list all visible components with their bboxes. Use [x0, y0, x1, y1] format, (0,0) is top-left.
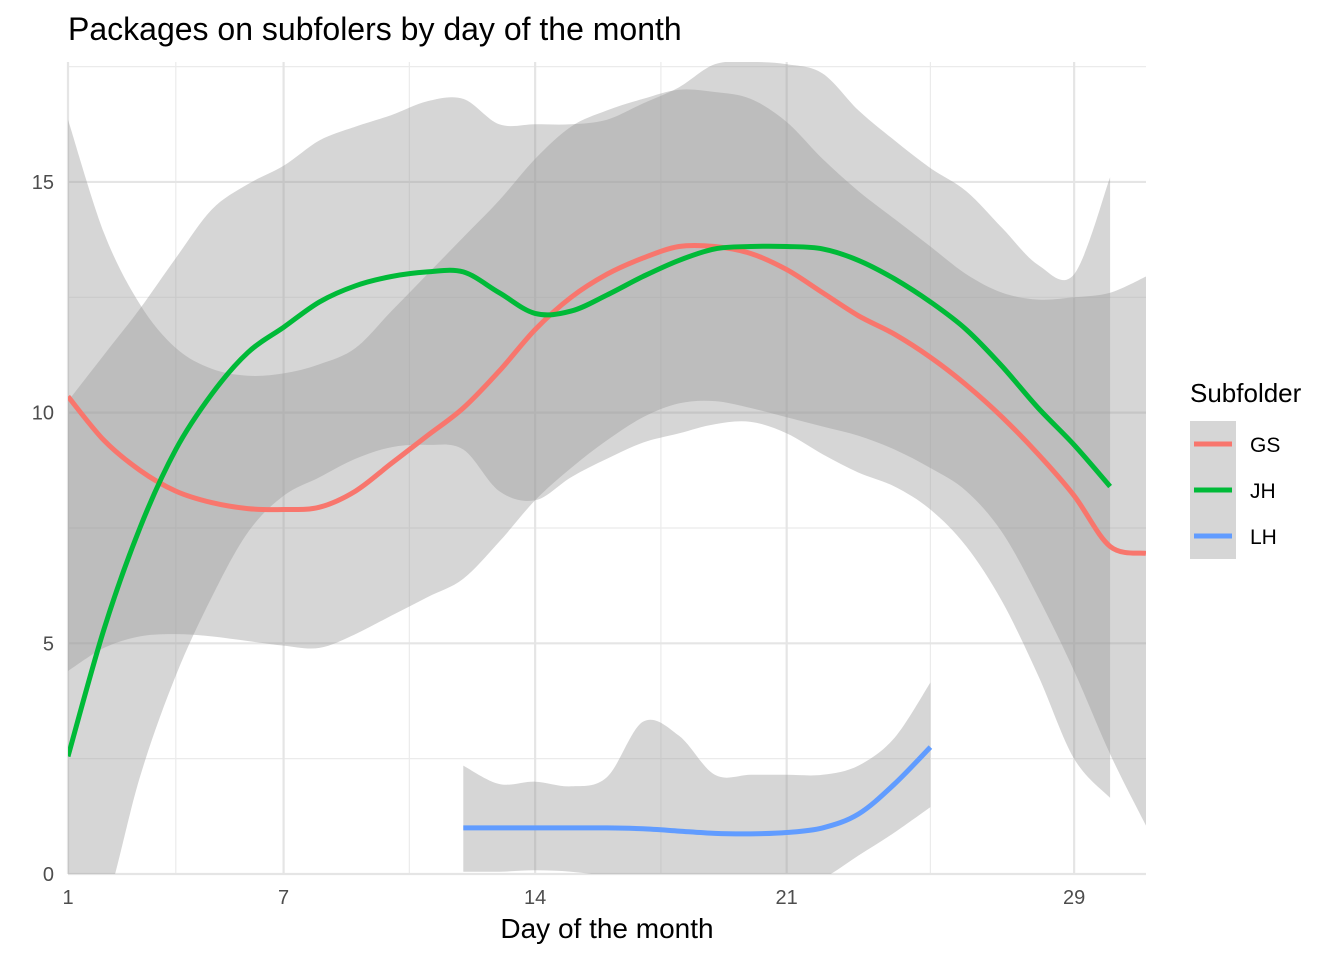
series-line-lh: [463, 745, 933, 837]
confidence-ribbons: [68, 62, 1146, 874]
x-tick-label: 7: [278, 887, 289, 909]
series-line-jh: [68, 243, 1112, 758]
y-tick-label: 0: [43, 864, 54, 886]
y-tick-label: 15: [32, 172, 54, 194]
x-tick-label: 29: [1063, 887, 1085, 909]
grid-major: [66, 62, 1146, 876]
ribbon-jh: [68, 62, 1111, 874]
legend: Subfolder GS JH LH: [1190, 378, 1302, 559]
legend-label-jh: JH: [1250, 480, 1276, 503]
legend-label-gs: GS: [1250, 434, 1280, 457]
x-tick-label: 21: [776, 887, 798, 909]
ribbon-gs: [68, 89, 1146, 826]
legend-label-lh: LH: [1250, 526, 1277, 549]
y-tick-label: 5: [43, 633, 54, 655]
y-tick-label: 10: [32, 403, 54, 425]
series-line-gs: [68, 242, 1146, 556]
x-axis-title: Day of the month: [500, 913, 713, 944]
x-tick-label: 14: [524, 887, 546, 909]
x-axis-tick-labels: 1 7 14 21 29: [62, 887, 1085, 909]
y-axis-tick-labels: 0 5 10 15: [32, 172, 54, 886]
ribbon-lh: [463, 682, 931, 874]
chart-title: Packages on subfolers by day of the mont…: [68, 11, 682, 47]
smooth-lines: [68, 242, 1146, 837]
legend-title: Subfolder: [1190, 378, 1302, 408]
x-tick-label: 1: [62, 887, 73, 909]
